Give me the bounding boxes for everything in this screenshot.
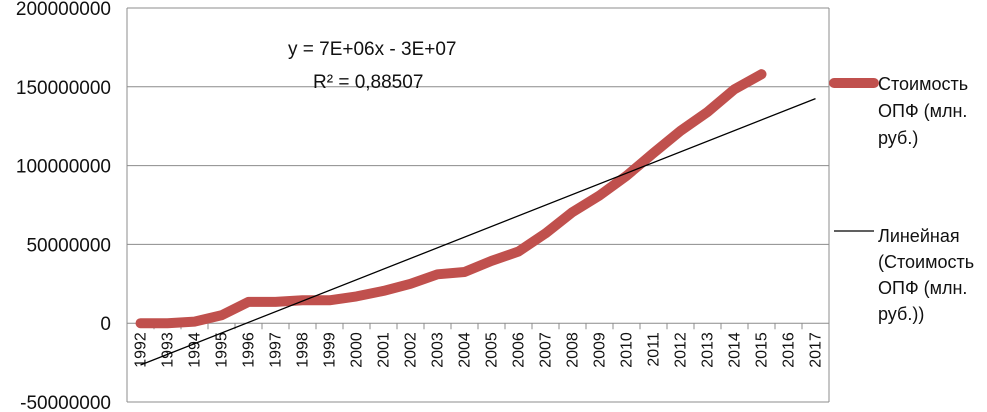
x-tick-label: 2008 (565, 332, 582, 368)
y-tick-label: 100000000 (16, 157, 111, 178)
x-tick-label: 2012 (673, 332, 690, 368)
legend-label-line: ОПФ (млн. (878, 101, 967, 121)
series-line (135, 69, 767, 329)
x-tick-label: 2004 (457, 332, 474, 368)
x-tick-label: 2006 (511, 332, 528, 368)
x-tick-label: 2016 (781, 332, 798, 368)
y-tick-label: 150000000 (16, 78, 111, 99)
x-tick-label: 2017 (808, 332, 825, 368)
y-tick-label: 200000000 (16, 0, 111, 20)
x-tick-label: 2009 (592, 332, 609, 368)
x-tick-label: 2011 (646, 332, 663, 367)
x-tick-label: 2013 (700, 332, 717, 368)
x-tick-label: 2001 (376, 332, 393, 368)
x-axis-ticks: 1992 1993 1994 1995 1996 1997 1998 1999 2000 2001… (133, 332, 825, 368)
x-tick-label: 1999 (322, 332, 339, 368)
x-tick-label: 1992 (133, 332, 150, 368)
chart-legend: Стоимость ОПФ (млн. руб.) Линейная (Стоимост… (829, 74, 974, 324)
r-squared-text: R² = 0,88507 (313, 72, 423, 93)
x-tick-label: 2015 (754, 332, 771, 368)
legend-label-line: (Стоимость (878, 252, 974, 272)
x-tick-label: 2007 (538, 332, 555, 368)
x-tick-label: 1993 (160, 332, 177, 368)
x-tick-label: 1994 (187, 332, 204, 368)
trendline-equation: y = 7E+06x - 3E+07 R² = 0,88507 (288, 39, 456, 93)
y-tick-label: 0 (100, 314, 111, 335)
equation-text: y = 7E+06x - 3E+07 (288, 39, 456, 60)
legend-label-line: Линейная (878, 226, 960, 246)
legend-label-line: руб.) (878, 128, 918, 148)
legend-label-line: ОПФ (млн. (878, 278, 967, 298)
chart-gridlines (126, 7, 830, 403)
trendline-path (140, 97, 816, 366)
y-tick-label: -50000000 (20, 393, 111, 412)
x-tick-label: 1996 (241, 332, 258, 368)
x-tick-label: 2000 (349, 332, 366, 368)
y-tick-label: 50000000 (26, 235, 111, 256)
x-tick-label: 1998 (295, 332, 312, 368)
x-tick-label: 2003 (430, 332, 447, 368)
x-tick-label: 1995 (214, 332, 231, 368)
x-tick-label: 1997 (268, 332, 285, 368)
y-axis-ticks: 200000000 150000000 100000000 50000000 0 -500… (16, 0, 111, 412)
x-tick-label: 2014 (727, 332, 744, 368)
chart-series (135, 69, 816, 366)
legend-label-line: Стоимость (878, 74, 968, 94)
legend-label-line: руб.)) (878, 304, 924, 324)
x-tick-label: 2010 (619, 332, 636, 368)
x-tick-label: 2002 (403, 332, 420, 368)
x-tick-label: 2005 (484, 332, 501, 368)
